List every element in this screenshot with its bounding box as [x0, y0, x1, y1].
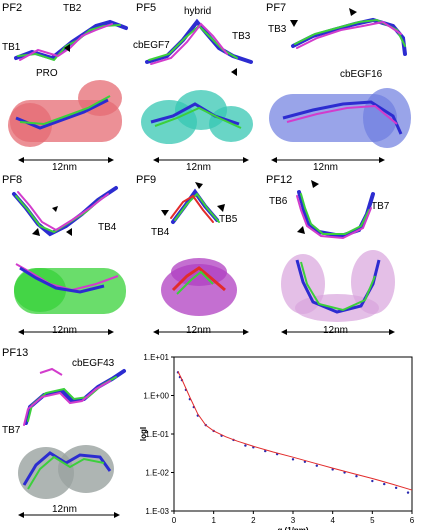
panel-id: PF5 — [136, 2, 157, 14]
label-cbegf16: cbEGF16 — [340, 69, 383, 80]
label-pro: PRO — [36, 68, 58, 79]
x-tick-label: 4 — [330, 516, 335, 525]
x-axis-title: q (1/nm) — [277, 526, 308, 530]
y-axis-title: logI — [139, 427, 148, 441]
y-tick-label: 1.E-02 — [145, 469, 169, 478]
pf12-structure-image — [281, 180, 395, 335]
data-point — [394, 486, 398, 490]
panel-pf9: PF9 TB4 TB5 12nm — [133, 172, 263, 342]
data-point — [406, 491, 410, 494]
label-tb3: TB3 — [268, 24, 287, 35]
data-point — [371, 479, 374, 483]
plot-frame — [173, 356, 413, 512]
x-tick-label: 2 — [251, 516, 256, 525]
label-tb7: TB7 — [371, 201, 390, 212]
y-tick-label: 1.E+01 — [143, 353, 169, 362]
label-tb3: TB3 — [232, 31, 251, 42]
x-tick-label: 1 — [211, 516, 216, 525]
panel-id: PF13 — [2, 347, 29, 359]
label-hybrid: hybrid — [184, 6, 212, 17]
data-point — [383, 482, 386, 486]
scale-label: 12nm — [52, 325, 78, 336]
data-point — [331, 468, 334, 471]
label-tb7: TB7 — [2, 425, 21, 436]
pf13-structure-image — [18, 367, 126, 518]
pf9-structure-image — [153, 182, 249, 335]
pf5-structure-image — [141, 18, 253, 163]
pf2-structure-image — [8, 19, 128, 163]
label-tb4: TB4 — [151, 227, 170, 238]
data-point — [355, 475, 358, 478]
data-point — [303, 460, 307, 463]
fit-line — [177, 371, 413, 491]
saxs-chart: 1.E+01 1.E+00 1.E-01 1.E-02 1.E-030 1 2 3 4 5 6 q (… — [136, 345, 421, 530]
scale-label: 12nm — [313, 162, 339, 173]
panel-id: PF2 — [2, 2, 23, 14]
chart-svg: 1.E+01 1.E+00 1.E-01 1.E-02 1.E-030 1 2 3 4 5 6 q (… — [139, 353, 415, 530]
panel-pf13: PF13 cbEGF43 TB7 12nm — [0, 345, 140, 530]
panel-pf12: PF12 TB6 TB7 12nm — [263, 172, 421, 342]
data-point — [264, 449, 267, 453]
panel-id: PF7 — [266, 2, 287, 14]
y-tick-label: 1.E-01 — [145, 430, 169, 439]
x-tick-label: 0 — [172, 516, 177, 525]
x-tick-label: 5 — [370, 516, 375, 525]
panel-id: PF12 — [266, 174, 293, 186]
panel-id: PF8 — [2, 174, 23, 186]
label-cbegf7: cbEGF7 — [133, 40, 170, 51]
data-point — [315, 464, 318, 467]
x-tick-label: 6 — [410, 516, 415, 525]
scale-label: 12nm — [323, 325, 349, 336]
panel-pf7: PF7 TB3 cbEGF16 12nm — [263, 0, 421, 173]
panel-id: PF9 — [136, 174, 157, 186]
label-tb6: TB6 — [269, 196, 288, 207]
panel-pf8: PF8 TB4 12nm — [0, 172, 135, 342]
label-tb5: TB5 — [219, 214, 238, 225]
panel-pf2: PF2 TB2 TB1 PRO 12nm — [0, 0, 135, 173]
label-tb4: TB4 — [98, 222, 117, 233]
scale-label: 12nm — [186, 162, 212, 173]
x-tick-label: 3 — [291, 516, 296, 525]
data-point — [244, 444, 247, 447]
scale-label: 12nm — [186, 325, 212, 336]
pf7-structure-image — [269, 8, 411, 163]
panel-pf5: PF5 hybrid cbEGF7 TB3 12nm — [133, 0, 263, 173]
data-point — [291, 458, 295, 461]
label-tb2: TB2 — [63, 3, 82, 14]
scale-label: 12nm — [52, 162, 78, 173]
pf8-structure-image — [12, 186, 126, 335]
scale-label: 12nm — [52, 504, 78, 515]
y-tick-label: 1.E+00 — [143, 392, 169, 401]
label-tb1: TB1 — [2, 42, 21, 53]
label-cbegf43: cbEGF43 — [72, 358, 115, 369]
y-tick-label: 1.E-03 — [145, 507, 169, 516]
